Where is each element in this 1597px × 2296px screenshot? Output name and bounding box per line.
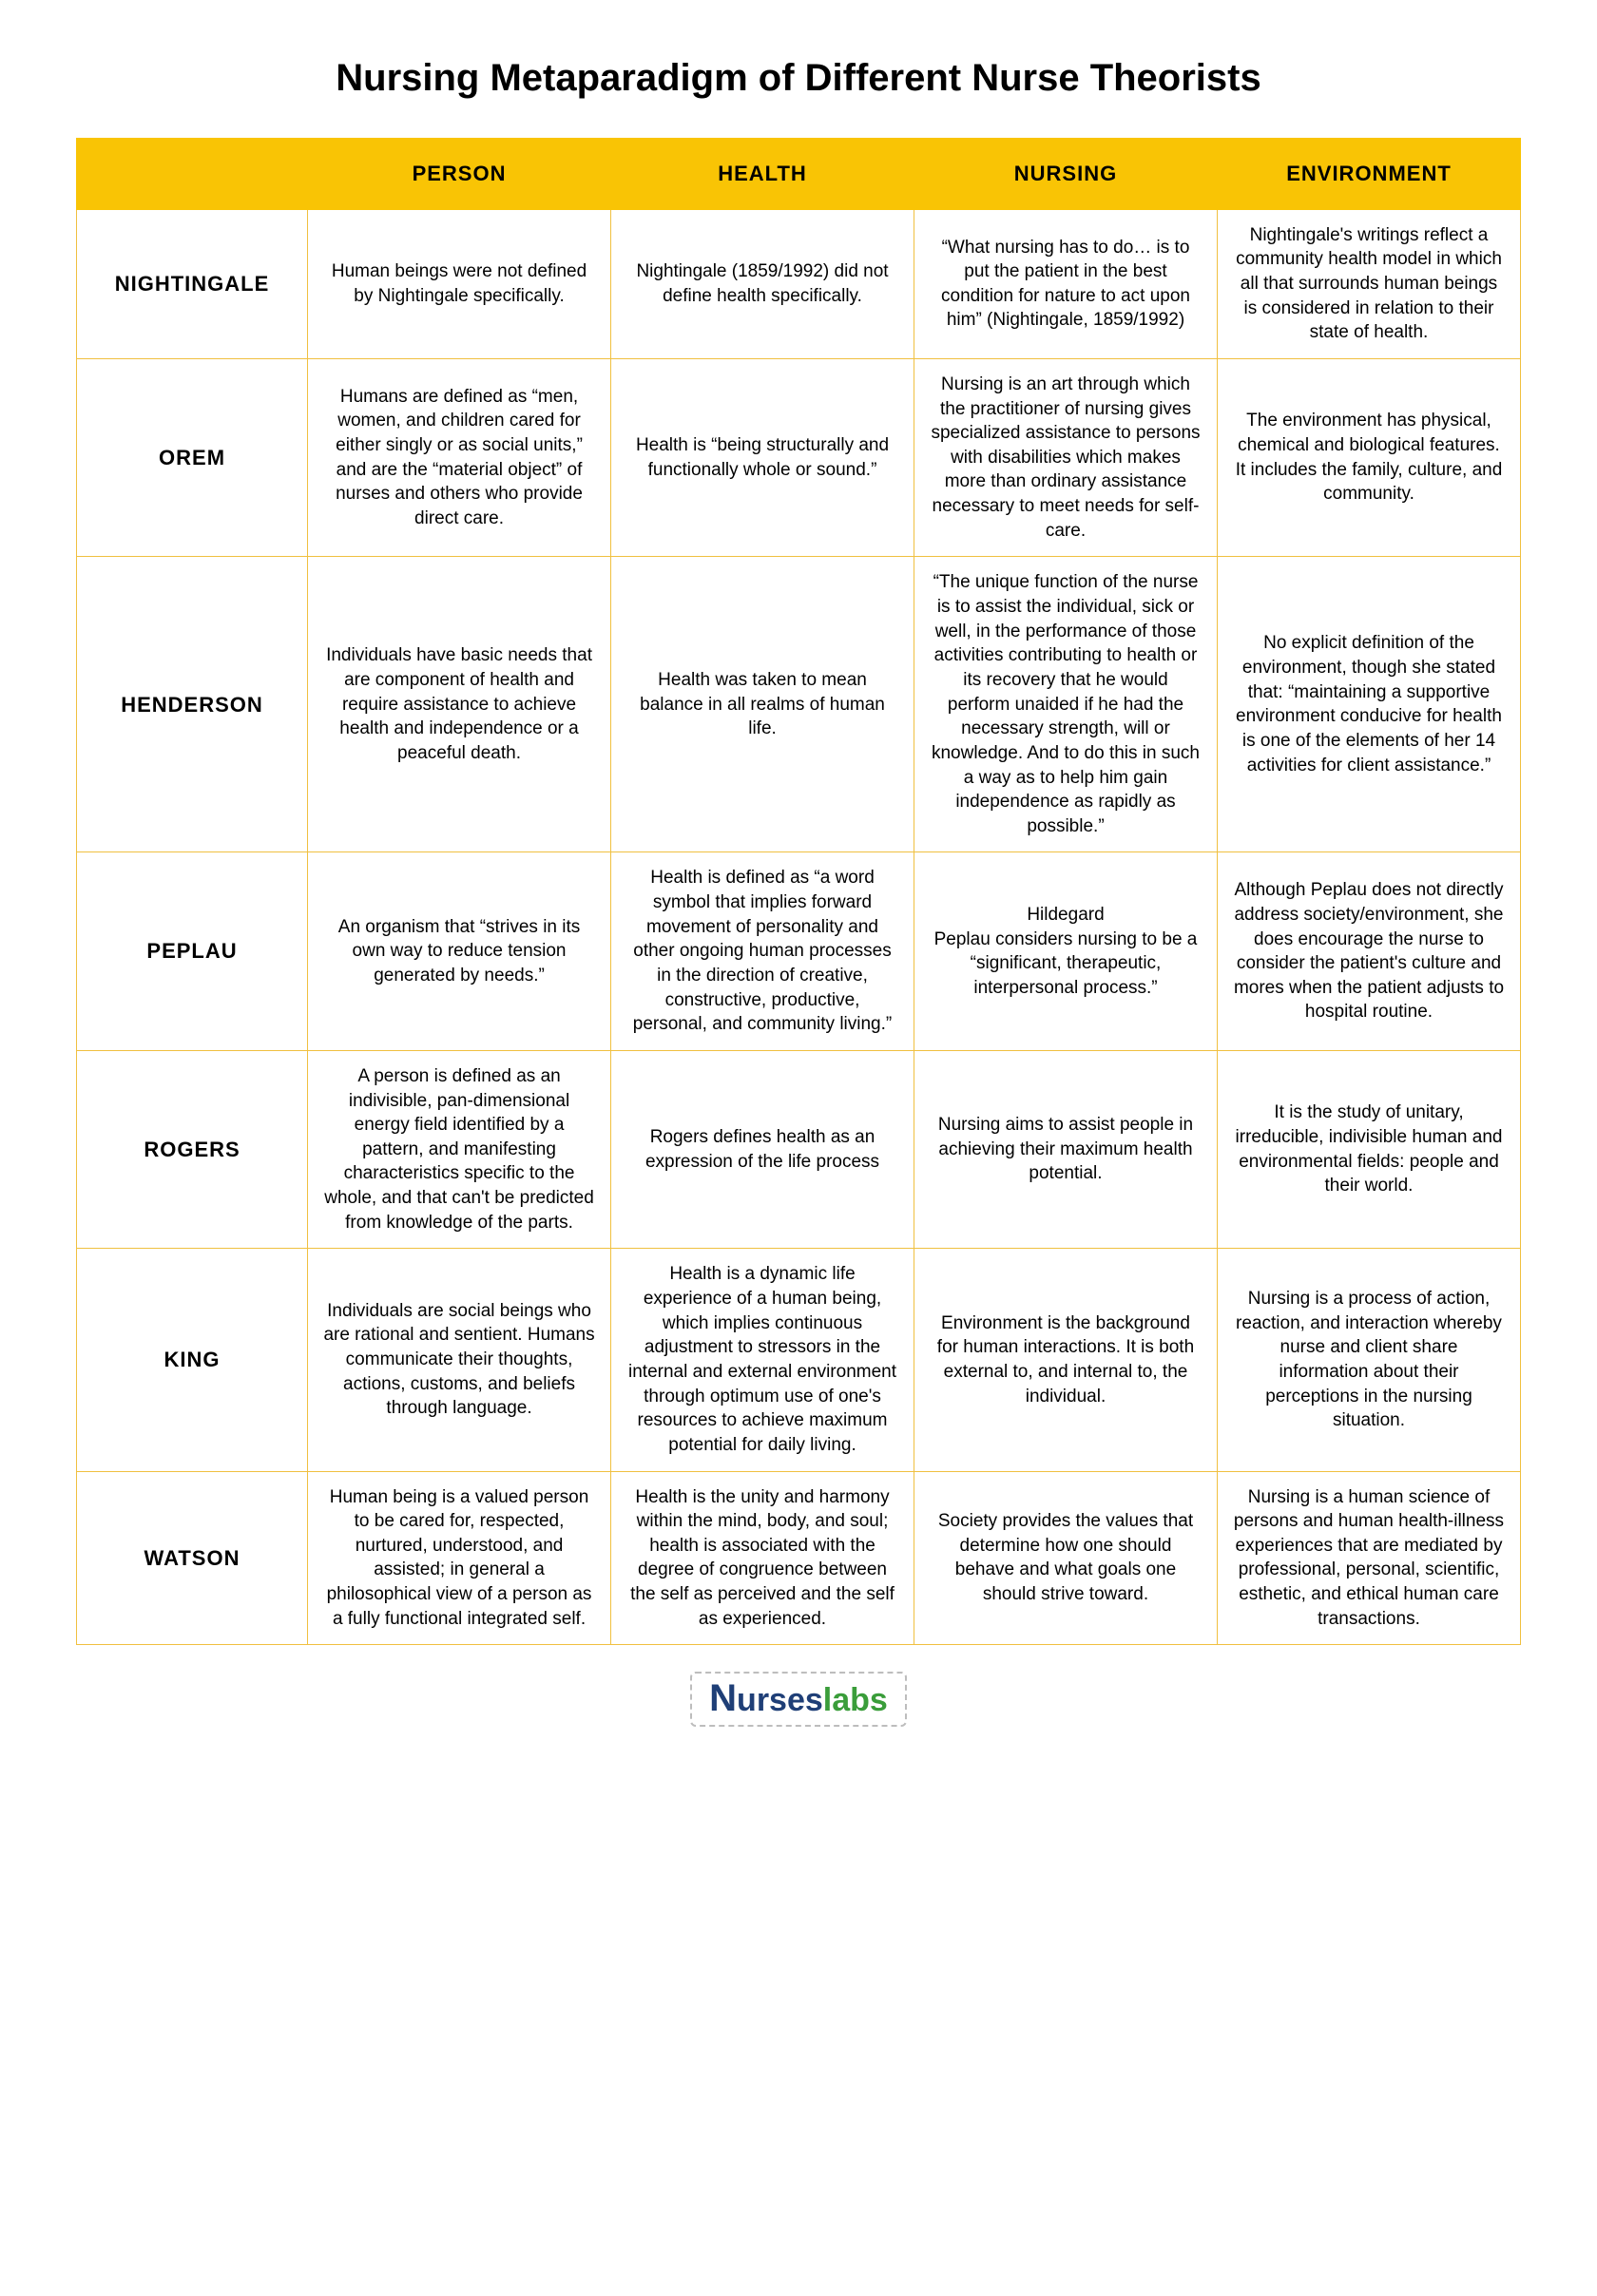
row-header: OREM [77, 358, 308, 556]
col-header-health: HEALTH [611, 139, 914, 210]
table-cell: The environment has physical, chemical a… [1217, 358, 1520, 556]
table-cell: Nursing is a process of action, reaction… [1217, 1249, 1520, 1471]
table-cell: A person is defined as an indivisible, p… [308, 1050, 611, 1248]
table-cell: Health was taken to mean balance in all … [611, 557, 914, 852]
table-cell: Health is defined as “a word symbol that… [611, 852, 914, 1050]
logo-part-labs: labs [823, 1684, 888, 1716]
table-cell: Humans are defined as “men, women, and c… [308, 358, 611, 556]
table-cell: Human beings were not defined by Nightin… [308, 209, 611, 358]
row-header: PEPLAU [77, 852, 308, 1050]
table-cell: Nursing is an art through which the prac… [914, 358, 1218, 556]
col-header-nursing: NURSING [914, 139, 1218, 210]
table-cell: HildegardPeplau considers nursing to be … [914, 852, 1218, 1050]
col-header-person: PERSON [308, 139, 611, 210]
logo-part-urses: urses [737, 1684, 823, 1716]
table-row: NIGHTINGALEHuman beings were not defined… [77, 209, 1521, 358]
table-cell: Nursing aims to assist people in achievi… [914, 1050, 1218, 1248]
table-cell: Health is a dynamic life experience of a… [611, 1249, 914, 1471]
table-row: OREMHumans are defined as “men, women, a… [77, 358, 1521, 556]
col-header-environment: ENVIRONMENT [1217, 139, 1520, 210]
table-cell: Nightingale (1859/1992) did not define h… [611, 209, 914, 358]
table-cell: Society provides the values that determi… [914, 1471, 1218, 1645]
table-row: PEPLAUAn organism that “strives in its o… [77, 852, 1521, 1050]
row-header: HENDERSON [77, 557, 308, 852]
metaparadigm-table: PERSON HEALTH NURSING ENVIRONMENT NIGHTI… [76, 138, 1521, 1645]
table-cell: It is the study of unitary, irreducible,… [1217, 1050, 1520, 1248]
row-header: WATSON [77, 1471, 308, 1645]
table-header-row: PERSON HEALTH NURSING ENVIRONMENT [77, 139, 1521, 210]
table-cell: Individuals are social beings who are ra… [308, 1249, 611, 1471]
table-cell: Rogers defines health as an expression o… [611, 1050, 914, 1248]
page-title: Nursing Metaparadigm of Different Nurse … [76, 57, 1521, 100]
table-cell: Nursing is a human science of persons an… [1217, 1471, 1520, 1645]
table-cell: “What nursing has to do… is to put the p… [914, 209, 1218, 358]
table-cell: No explicit definition of the environmen… [1217, 557, 1520, 852]
table-cell: Individuals have basic needs that are co… [308, 557, 611, 852]
corner-cell [77, 139, 308, 210]
row-header: NIGHTINGALE [77, 209, 308, 358]
table-row: HENDERSONIndividuals have basic needs th… [77, 557, 1521, 852]
table-row: KINGIndividuals are social beings who ar… [77, 1249, 1521, 1471]
table-cell: Human being is a valued person to be car… [308, 1471, 611, 1645]
row-header: ROGERS [77, 1050, 308, 1248]
row-header: KING [77, 1249, 308, 1471]
table-cell: An organism that “strives in its own way… [308, 852, 611, 1050]
nurseslabs-logo: Nurseslabs [690, 1672, 907, 1727]
logo-part-n: N [709, 1679, 737, 1717]
table-row: WATSONHuman being is a valued person to … [77, 1471, 1521, 1645]
table-cell: Although Peplau does not directly addres… [1217, 852, 1520, 1050]
table-cell: Nightingale's writings reflect a communi… [1217, 209, 1520, 358]
table-cell: “The unique function of the nurse is to … [914, 557, 1218, 852]
table-cell: Health is the unity and harmony within t… [611, 1471, 914, 1645]
table-row: ROGERSA person is defined as an indivisi… [77, 1050, 1521, 1248]
footer-logo: Nurseslabs [76, 1672, 1521, 1727]
table-cell: Environment is the background for human … [914, 1249, 1218, 1471]
table-cell: Health is “being structurally and functi… [611, 358, 914, 556]
